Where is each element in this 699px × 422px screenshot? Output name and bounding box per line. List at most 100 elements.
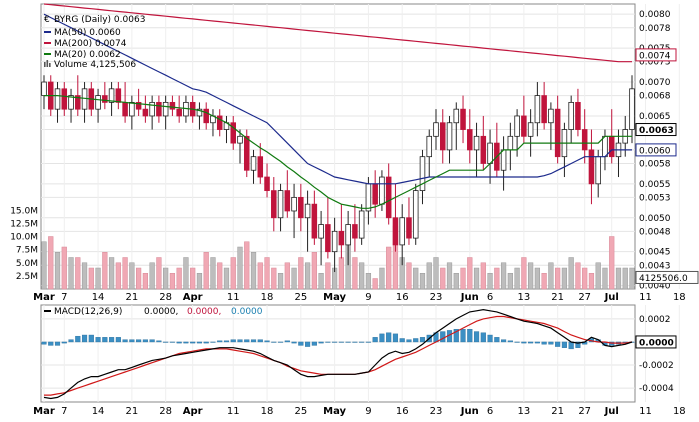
value-tag-box <box>635 48 677 62</box>
macd-histogram-bar <box>561 341 567 348</box>
chart-title-logo: € <box>44 15 50 25</box>
volume-bar <box>467 257 473 290</box>
candle <box>237 129 243 164</box>
macd-x-tick: 16 <box>396 406 409 417</box>
volume-bar <box>108 257 115 290</box>
macd-histogram-bar <box>176 341 182 344</box>
candle <box>271 177 277 232</box>
candle <box>257 143 264 184</box>
candle-body <box>345 224 351 246</box>
price-x-tick: Mar <box>33 292 55 303</box>
candle-body <box>196 108 203 117</box>
macd-histogram-bar <box>271 341 277 343</box>
macd-histogram-bar <box>325 341 331 343</box>
volume-bar <box>122 257 128 290</box>
candle <box>230 115 237 150</box>
price-y-tick: 0.0045 <box>639 248 671 258</box>
price-y-tick: 0.0040 <box>639 282 671 292</box>
volume-bar <box>102 252 108 290</box>
ma200-line <box>43 3 632 63</box>
candle <box>358 204 365 245</box>
macd-histogram-bar <box>359 341 365 343</box>
macd-histogram-bar <box>156 340 162 343</box>
candle-body <box>399 217 405 246</box>
macd-histogram-bar <box>230 339 236 343</box>
price-y-tick: 0.0043 <box>639 261 671 271</box>
candle <box>325 197 331 259</box>
volume-bar <box>183 257 189 290</box>
macd-histogram-bar <box>311 341 317 346</box>
candle <box>311 190 318 245</box>
candle-body <box>264 176 270 192</box>
candle-body <box>352 224 358 239</box>
price-panel <box>40 3 636 290</box>
macd-histogram-bar <box>210 341 216 343</box>
candle <box>568 95 574 144</box>
candle-body <box>243 135 250 171</box>
chart-title: BYRG (Daily) 0.0063 <box>54 15 145 25</box>
volume-y-tick: 7.5M <box>16 246 38 256</box>
volume-bar <box>588 273 595 290</box>
candle <box>298 183 304 232</box>
volume-bar <box>622 267 628 290</box>
candle <box>169 95 176 116</box>
volume-bar <box>190 267 196 290</box>
macd-series <box>41 308 635 400</box>
price-y-tick: 0.0050 <box>639 214 671 224</box>
candle <box>203 102 209 130</box>
volume-bar <box>318 273 324 290</box>
volume-y-tick: 2.5M <box>16 272 38 282</box>
volume-bar <box>602 267 608 290</box>
volume-bar <box>136 267 142 290</box>
candle-body <box>250 156 257 171</box>
ma20-line <box>44 94 632 209</box>
macd-histogram-bar <box>203 341 209 344</box>
candle-body <box>156 101 162 117</box>
candle-body <box>392 217 399 246</box>
value-tag-box <box>635 270 699 284</box>
price-x-tick: 11 <box>227 292 240 303</box>
candle <box>142 95 149 123</box>
candle-body <box>142 108 149 117</box>
candle-body <box>277 190 284 219</box>
volume-bar <box>196 273 203 290</box>
candle-body <box>298 196 304 219</box>
volume-y-tick: 10.0M <box>10 233 38 243</box>
candle-body <box>487 142 493 164</box>
candle-body <box>514 115 520 137</box>
macd-histogram-bar <box>332 341 338 343</box>
price-legend: € BYRG (Daily) 0.0063 MA(50) 0.0060 MA(2… <box>44 15 145 70</box>
macd-panel <box>40 304 636 403</box>
volume-bar <box>298 257 304 290</box>
macd-histogram-bar <box>237 339 243 343</box>
macd-histogram-bar <box>521 341 527 344</box>
candle <box>629 75 635 144</box>
candle <box>406 197 412 245</box>
volume-bar <box>561 267 568 290</box>
candle-body <box>291 196 297 212</box>
legend-ma20: MA(20) 0.0062 <box>54 50 121 60</box>
candle-body <box>284 190 291 212</box>
candle-body <box>372 183 378 205</box>
volume-bar <box>521 257 527 290</box>
volume-bar <box>365 273 372 290</box>
volume-bar <box>277 273 284 290</box>
macd-histogram-bar <box>250 339 257 343</box>
candle <box>473 122 480 178</box>
macd-histogram-bar <box>129 339 135 343</box>
volume-bar <box>595 262 601 290</box>
volume-bar <box>223 267 230 290</box>
volume-bar <box>149 262 155 290</box>
macd-histogram-bar <box>440 331 446 343</box>
candle <box>588 129 595 205</box>
price-x-tick: 11 <box>639 292 652 303</box>
price-y-tick: 0.0055 <box>639 180 671 190</box>
candle-body <box>412 190 419 239</box>
volume-bar <box>115 262 121 290</box>
price-x-tick: 13 <box>517 292 530 303</box>
macd-y-tick: -0.0002 <box>639 361 674 371</box>
candle-body <box>169 101 176 110</box>
volume-bar <box>500 262 507 290</box>
candle <box>467 109 473 164</box>
candle <box>575 88 581 137</box>
